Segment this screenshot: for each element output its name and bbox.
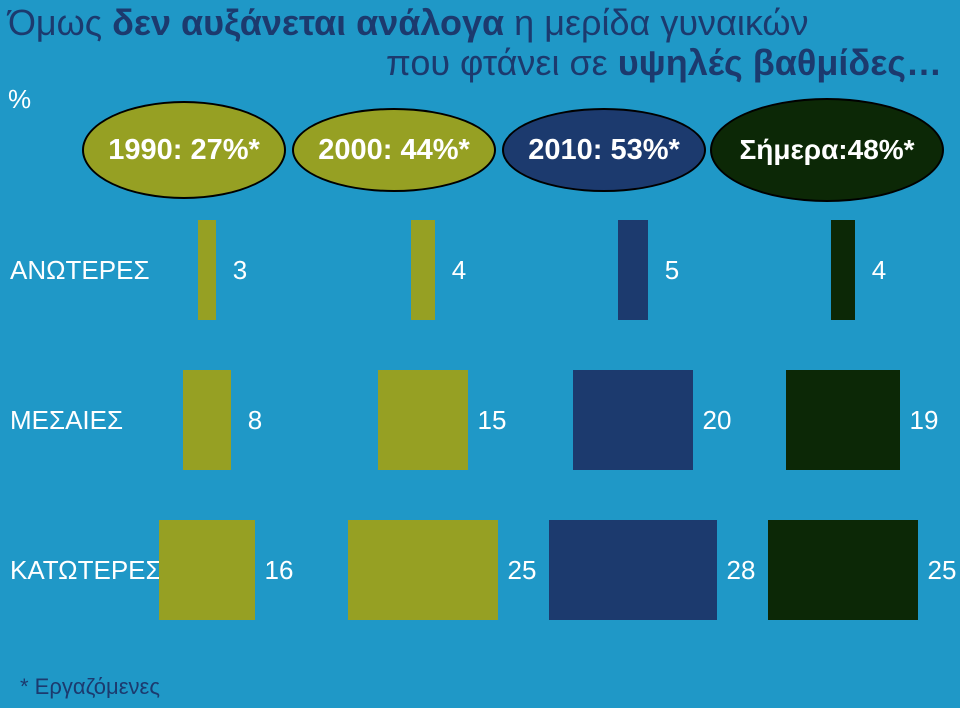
- ovals-container: 1990: 27%*2000: 44%*2010: 53%*Σήμερα:48%…: [82, 98, 952, 198]
- value-label-0-0: 3: [233, 255, 247, 286]
- oval-2: 2010: 53%*: [502, 108, 706, 192]
- title-line2: που φτάνει σε υψηλές βαθμίδες…: [386, 42, 942, 84]
- title-line1-suffix: η μερίδα γυναικών: [514, 2, 808, 43]
- bar-2-1: [348, 520, 498, 620]
- oval-0: 1990: 27%*: [82, 101, 286, 199]
- bar-0-3: [831, 220, 855, 320]
- title-line1: Όμως δεν αυξάνεται ανάλογα η μερίδα γυνα…: [8, 2, 808, 44]
- value-label-1-1: 15: [478, 405, 507, 436]
- value-label-0-1: 4: [452, 255, 466, 286]
- oval-1: 2000: 44%*: [292, 108, 496, 192]
- bar-1-1: [378, 370, 468, 470]
- value-label-0-3: 4: [872, 255, 886, 286]
- value-label-2-2: 28: [727, 555, 756, 586]
- percent-symbol: %: [8, 84, 31, 115]
- title-line1-bold: δεν αυξάνεται ανάλογα: [112, 2, 514, 43]
- footnote: * Εργαζόμενες: [20, 674, 160, 700]
- value-label-2-1: 25: [508, 555, 537, 586]
- row-label-0: ΑΝΩΤΕΡΕΣ: [10, 255, 150, 286]
- value-label-0-2: 5: [665, 255, 679, 286]
- bar-1-0: [183, 370, 231, 470]
- value-label-2-3: 25: [928, 555, 957, 586]
- bar-0-1: [411, 220, 435, 320]
- title-line2-light: που φτάνει σε: [386, 42, 618, 83]
- row-label-1: ΜΕΣΑΙΕΣ: [10, 405, 123, 436]
- value-label-1-0: 8: [248, 405, 262, 436]
- bar-1-3: [786, 370, 900, 470]
- slide: Όμως δεν αυξάνεται ανάλογα η μερίδα γυνα…: [0, 0, 960, 708]
- oval-3: Σήμερα:48%*: [710, 98, 944, 202]
- title-line1-prefix: Όμως: [8, 2, 112, 43]
- bar-chart: ΑΝΩΤΕΡΕΣ 3 4 5 4 ΜΕΣΑΙΕΣ 8 15 20 19 ΚΑΤΩΤΕΡΕΣ 16 25 2…: [0, 220, 960, 660]
- value-label-1-3: 19: [910, 405, 939, 436]
- bar-0-2: [618, 220, 648, 320]
- row-label-2: ΚΑΤΩΤΕΡΕΣ: [10, 555, 162, 586]
- bar-2-2: [549, 520, 717, 620]
- bar-2-3: [768, 520, 918, 620]
- value-label-2-0: 16: [265, 555, 294, 586]
- bar-1-2: [573, 370, 693, 470]
- bar-0-0: [198, 220, 216, 320]
- value-label-1-2: 20: [703, 405, 732, 436]
- title-line2-bold: υψηλές βαθμίδες…: [618, 42, 942, 83]
- bar-2-0: [159, 520, 255, 620]
